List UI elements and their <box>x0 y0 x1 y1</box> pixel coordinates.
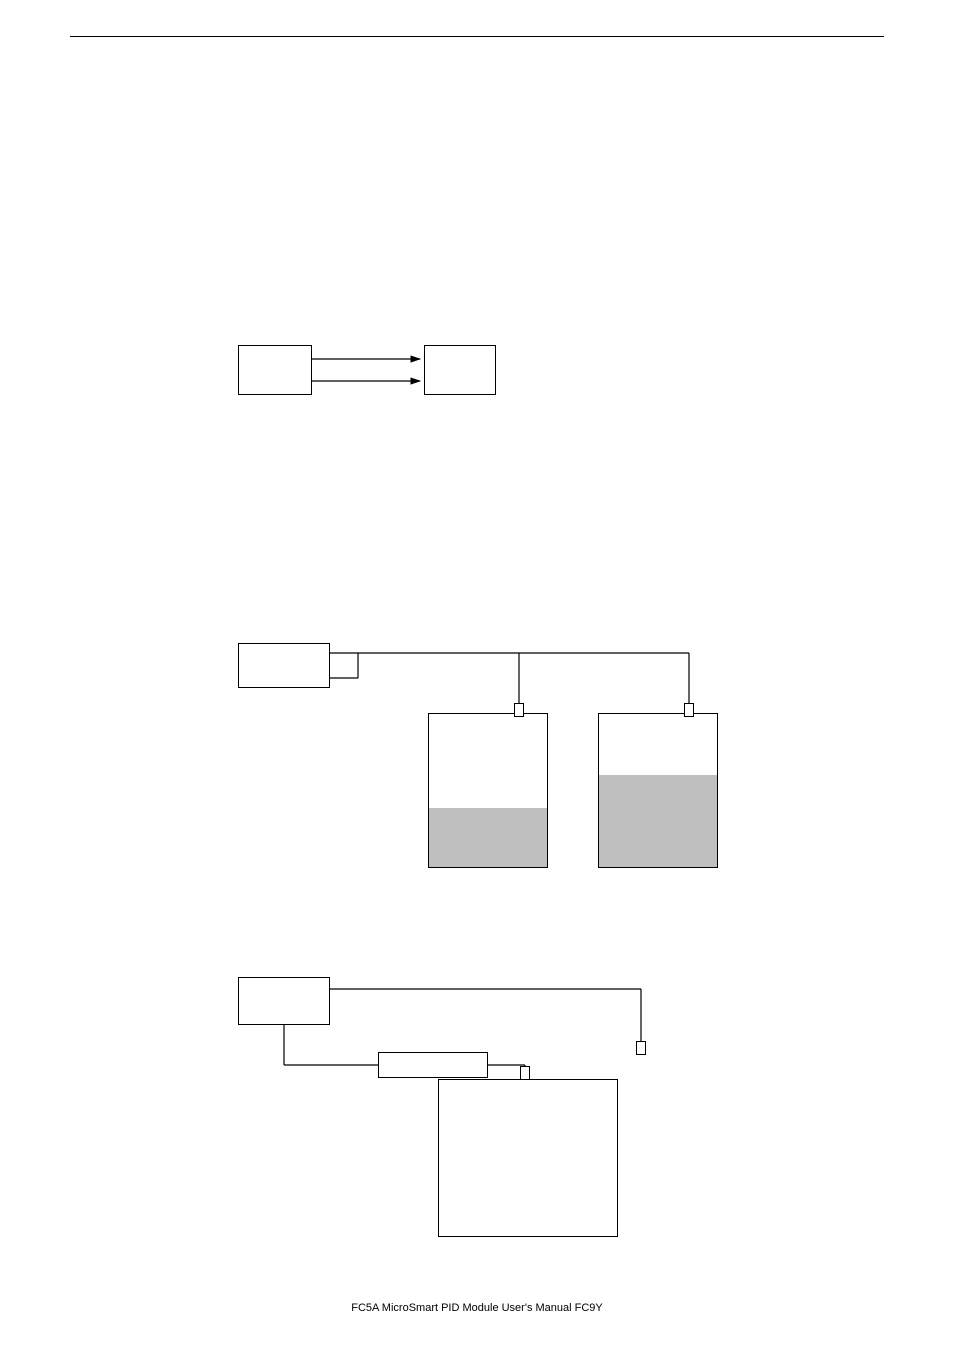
footer-text: FC5A MicroSmart PID Module User's Manual… <box>351 1302 603 1314</box>
page: FC5A MicroSmart PID Module User's Manual… <box>0 0 954 1350</box>
arrows-svg <box>238 345 538 405</box>
pipes-svg <box>238 643 758 883</box>
pipes-svg <box>238 977 758 1237</box>
header-rule <box>70 36 884 37</box>
diagram-block-arrow <box>238 345 538 405</box>
diagram-conveyor-tank <box>238 977 758 1237</box>
diagram-two-tanks <box>238 643 758 883</box>
